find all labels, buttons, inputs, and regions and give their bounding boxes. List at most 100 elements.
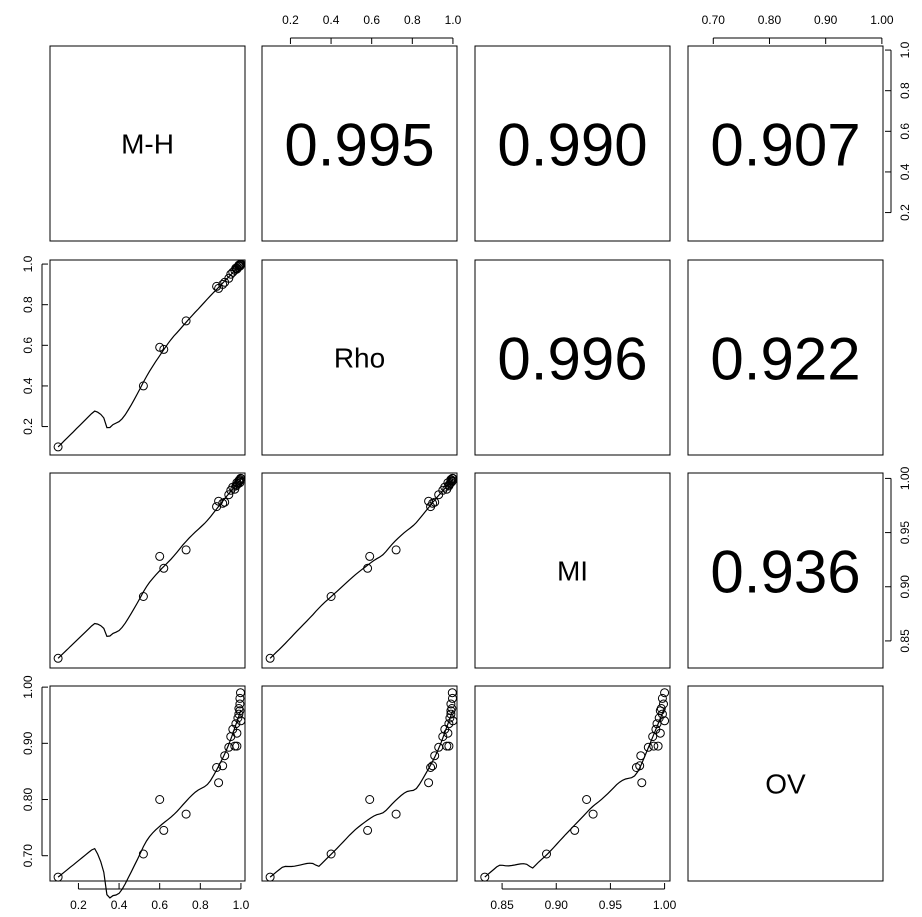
panel-1-3 (687, 259, 884, 456)
x-tick-label-top-3-0: 0.70 (702, 13, 726, 27)
data-point-1-0-22 (235, 261, 245, 271)
data-point-3-1-19 (448, 693, 457, 703)
data-point-3-1-3 (363, 825, 373, 835)
variable-label-m-h: M-H (121, 129, 174, 160)
data-point-2-1-22 (446, 478, 456, 488)
data-point-3-1-4 (391, 809, 401, 819)
data-point-3-0-20 (236, 688, 245, 698)
data-point-2-1-2 (365, 551, 375, 561)
y-tick-label-left-1-0: 0.2 (21, 418, 35, 435)
data-point-3-0-5 (212, 763, 222, 772)
panel-2-1 (261, 472, 458, 669)
data-point-3-2-1 (542, 849, 551, 859)
correlation-value-0-1: 0.995 (284, 112, 434, 179)
data-point-3-0-6 (214, 778, 224, 788)
data-point-3-2-21 (660, 716, 670, 726)
smooth-line-2-0 (57, 479, 242, 659)
data-point-1-0-2 (155, 342, 165, 352)
data-point-2-1-4 (391, 545, 401, 555)
data-point-3-2-4 (588, 809, 598, 819)
data-point-2-1-8 (430, 497, 440, 507)
data-point-3-1-1 (326, 849, 336, 859)
data-point-1-0-1 (138, 381, 148, 391)
data-point-3-0-16 (234, 709, 244, 719)
data-point-3-1-23 (444, 741, 454, 751)
x-tick-label-bottom-0-0: 0.2 (70, 898, 87, 912)
data-point-3-1-14 (443, 728, 453, 738)
data-point-3-1-8 (430, 751, 440, 761)
x-tick-label-top-3-1: 0.80 (758, 13, 782, 27)
data-point-2-1-0 (265, 653, 275, 663)
data-point-3-1-5 (426, 763, 436, 772)
x-tick-label-top-3-3: 1.00 (870, 13, 894, 27)
y-tick-label-right-2-2: 0.95 (898, 521, 912, 545)
data-point-2-1-3 (363, 563, 373, 573)
panel-3-1 (261, 685, 458, 882)
data-point-1-0-9 (224, 273, 234, 283)
data-point-3-2-12 (649, 741, 659, 751)
panel-2-2 (474, 472, 671, 669)
panel-3-2 (474, 685, 671, 882)
y-tick-label-left-3-1: 0.80 (21, 788, 35, 812)
data-point-3-2-10 (648, 732, 658, 742)
data-point-3-1-6 (424, 778, 434, 788)
data-point-3-0-23 (232, 741, 242, 751)
data-point-3-1-18 (446, 699, 456, 709)
data-point-3-1-2 (365, 795, 375, 804)
x-tick-label-top-3-2: 0.90 (814, 13, 838, 27)
y-tick-label-right-0-1: 0.4 (898, 163, 912, 180)
data-point-3-2-8 (636, 751, 646, 761)
data-point-2-0-1 (138, 592, 148, 601)
panel-3-3 (687, 685, 884, 882)
y-tick-label-left-1-3: 0.8 (21, 296, 35, 313)
panel-0-0 (49, 45, 246, 242)
data-point-2-1-1 (326, 592, 336, 601)
panel-2-3 (687, 472, 884, 669)
panel-0-3 (687, 45, 884, 242)
y-tick-label-right-0-4: 1.0 (898, 41, 912, 58)
data-point-1-0-4 (181, 316, 191, 326)
x-tick-label-bottom-2-2: 0.95 (599, 898, 623, 912)
data-point-3-2-20 (660, 688, 670, 698)
data-point-3-0-12 (230, 741, 240, 751)
data-point-2-0-8 (220, 497, 230, 507)
data-point-3-0-3 (159, 825, 169, 835)
y-tick-label-left-3-0: 0.70 (21, 844, 35, 868)
data-point-1-0-15 (233, 262, 243, 272)
data-point-2-1-7 (428, 498, 438, 508)
data-point-2-0-22 (235, 478, 245, 488)
x-tick-label-bottom-0-3: 0.8 (192, 898, 209, 912)
panel-1-1 (261, 259, 458, 456)
y-tick-label-left-1-4: 1.0 (21, 255, 35, 272)
data-point-1-0-7 (218, 279, 228, 289)
data-point-3-1-21 (448, 716, 458, 726)
y-tick-label-left-3-2: 0.90 (21, 731, 35, 755)
x-tick-label-top-1-4: 1.0 (445, 13, 462, 27)
data-point-3-2-22 (655, 706, 665, 716)
data-point-2-0-23 (232, 480, 242, 490)
data-point-2-1-23 (444, 480, 454, 490)
data-point-3-1-20 (447, 688, 457, 698)
data-point-3-0-0 (53, 872, 63, 882)
panel-0-2 (474, 45, 671, 242)
data-point-3-0-8 (220, 751, 230, 761)
data-point-3-0-7 (218, 761, 228, 771)
data-point-3-1-15 (445, 713, 455, 723)
panel-1-2 (474, 259, 671, 456)
data-point-3-2-9 (643, 742, 653, 752)
data-point-3-2-2 (582, 795, 592, 804)
data-point-2-0-6 (214, 496, 224, 506)
data-point-3-2-6 (637, 778, 647, 788)
y-tick-label-right-0-2: 0.6 (898, 123, 912, 140)
data-point-1-0-23 (232, 263, 242, 273)
data-point-2-0-4 (181, 545, 191, 555)
y-tick-label-right-2-1: 0.90 (898, 575, 912, 599)
data-point-1-0-3 (159, 344, 169, 354)
correlation-value-1-3: 0.922 (710, 326, 860, 393)
data-point-3-1-12 (442, 741, 452, 751)
correlation-value-0-3: 0.907 (710, 112, 860, 179)
data-point-2-0-9 (224, 490, 234, 500)
data-point-3-0-2 (155, 795, 165, 804)
